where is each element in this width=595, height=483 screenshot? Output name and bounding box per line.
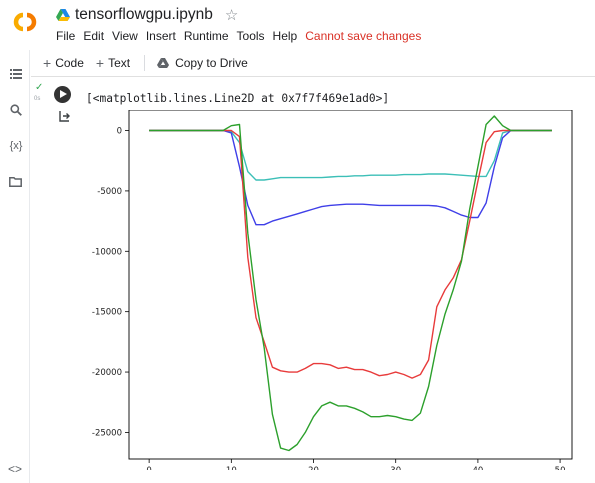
copy-to-drive-button[interactable]: Copy to Drive <box>157 56 248 70</box>
plot-frame <box>128 110 573 460</box>
series-line-4 <box>149 115 552 452</box>
menu-edit[interactable]: Edit <box>83 29 105 43</box>
app-header: tensorflowgpu.ipynb ☆ File Edit View Ins… <box>0 0 595 50</box>
y-tick-label: -15000 <box>92 308 122 318</box>
y-tick-label: -20000 <box>92 368 122 378</box>
add-text-label: Text <box>108 56 131 70</box>
toc-icon[interactable] <box>8 66 23 81</box>
x-tick-label: 10 <box>226 466 237 470</box>
menu-view[interactable]: View <box>112 29 138 43</box>
x-tick-label: 30 <box>390 466 401 470</box>
menu-file[interactable]: File <box>56 29 76 43</box>
y-tick-label: -25000 <box>92 428 122 438</box>
execution-time: 0s <box>34 96 41 102</box>
x-tick-label: 20 <box>308 466 319 470</box>
cannot-save-warning[interactable]: Cannot save changes <box>305 29 422 43</box>
cell-output-text: [<matplotlib.lines.Line2D at 0x7f7f469e1… <box>86 92 390 105</box>
notebook-title-row: tensorflowgpu.ipynb ☆ <box>56 4 238 26</box>
x-tick-label: 50 <box>555 466 566 470</box>
star-icon[interactable]: ☆ <box>224 7 239 24</box>
add-code-button[interactable]: + Code <box>43 55 84 71</box>
plus-icon: + <box>43 55 52 71</box>
colab-logo[interactable] <box>8 10 42 34</box>
notebook-title[interactable]: tensorflowgpu.ipynb <box>75 6 213 23</box>
code-snippets-icon[interactable]: <> <box>8 462 23 476</box>
notebook-toolbar: + Code + Text Copy to Drive <box>31 50 595 77</box>
variables-icon[interactable]: {x} <box>9 139 23 152</box>
drive-icon <box>56 9 70 21</box>
menu-bar: File Edit View Insert Runtime Tools Help… <box>56 29 429 43</box>
output-menu-icon[interactable] <box>59 110 71 122</box>
add-code-label: Code <box>55 56 84 70</box>
folder-icon[interactable] <box>8 174 23 189</box>
y-tick-label: -5000 <box>97 187 122 197</box>
line-chart: 0 10 20 30 40 50 0 -5000 -10000 -15000 -20000 -2500… <box>92 110 573 470</box>
checkmark-icon: ✓ <box>35 82 44 93</box>
menu-tools[interactable]: Tools <box>236 29 265 43</box>
x-tick-label: 0 <box>146 466 151 470</box>
drive-icon <box>157 58 170 68</box>
toolbar-divider <box>144 55 146 71</box>
menu-runtime[interactable]: Runtime <box>183 29 229 43</box>
search-icon[interactable] <box>8 102 23 117</box>
menu-help[interactable]: Help <box>272 29 298 43</box>
y-tick-label: -10000 <box>92 247 122 257</box>
plus-icon: + <box>95 55 105 71</box>
left-rail: {x} <box>0 50 30 483</box>
y-tick-label: 0 <box>117 127 122 137</box>
x-tick-label: 40 <box>472 466 483 470</box>
copy-to-drive-label: Copy to Drive <box>175 56 248 70</box>
run-cell-button[interactable] <box>54 86 71 103</box>
add-text-button[interactable]: + Text <box>96 55 130 71</box>
menu-insert[interactable]: Insert <box>145 29 176 43</box>
